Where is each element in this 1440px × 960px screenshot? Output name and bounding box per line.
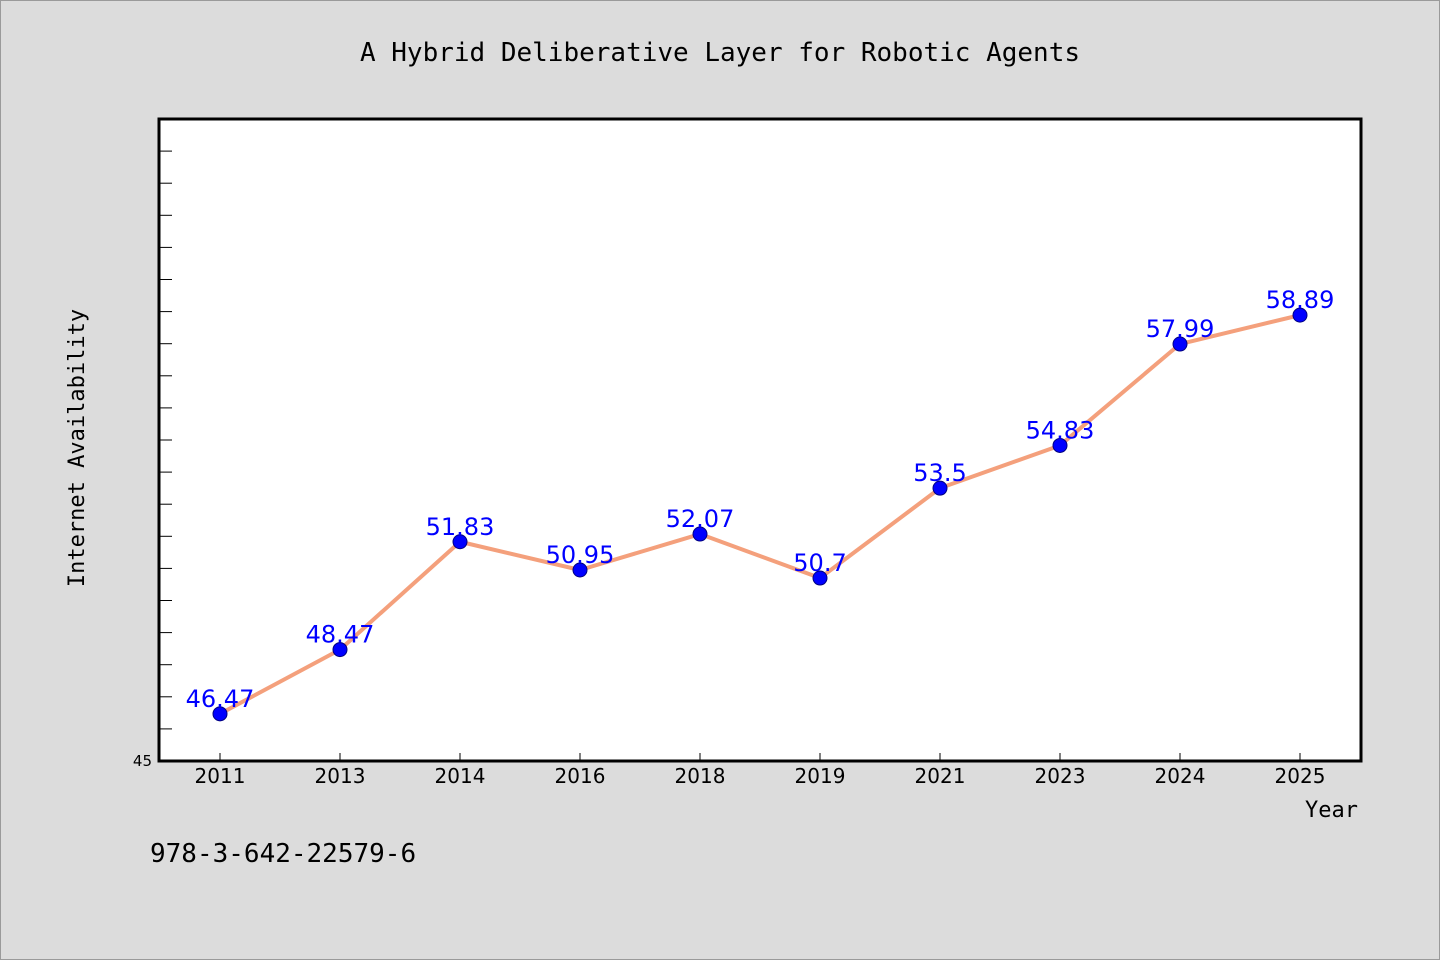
data-label: 58.89 bbox=[1266, 286, 1335, 314]
data-label: 48.47 bbox=[306, 621, 375, 649]
x-tick-label: 2023 bbox=[1035, 764, 1086, 788]
data-point bbox=[1172, 336, 1188, 352]
data-label: 52.07 bbox=[666, 505, 735, 533]
x-tick-label: 2025 bbox=[1275, 764, 1326, 788]
data-point bbox=[1052, 437, 1068, 453]
data-label: 53.5 bbox=[913, 459, 966, 487]
data-point bbox=[812, 570, 828, 586]
x-tick-label: 2014 bbox=[435, 764, 486, 788]
data-point bbox=[1292, 307, 1308, 323]
x-tick-label: 2019 bbox=[795, 764, 846, 788]
data-label: 50.95 bbox=[546, 541, 615, 569]
data-point bbox=[452, 534, 468, 550]
axis-ticks bbox=[159, 150, 1301, 761]
data-label: 57.99 bbox=[1146, 315, 1215, 343]
data-point bbox=[932, 480, 948, 496]
x-tick-label: 2011 bbox=[195, 764, 246, 788]
x-tick-labels: 2011 2013 2014 2016 2018 2019 2021 2023 2024 2025 bbox=[195, 764, 1326, 788]
series-line bbox=[219, 313, 1301, 716]
y-axis-label: Internet Availability bbox=[65, 309, 90, 587]
footnote-isbn: 978-3-642-22579-6 bbox=[150, 839, 416, 869]
data-point bbox=[692, 526, 708, 542]
data-point bbox=[212, 706, 228, 722]
x-axis-label: Year bbox=[1305, 798, 1358, 823]
data-label: 54.83 bbox=[1026, 416, 1095, 444]
y-tick-label-min: 45 bbox=[133, 752, 152, 770]
x-tick-label: 2013 bbox=[315, 764, 366, 788]
chart-title: A Hybrid Deliberative Layer for Robotic … bbox=[360, 38, 1080, 68]
data-label: 50.7 bbox=[793, 549, 846, 577]
x-tick-label: 2021 bbox=[915, 764, 966, 788]
x-tick-label: 2024 bbox=[1155, 764, 1206, 788]
series-layer bbox=[212, 307, 1308, 722]
plot-area bbox=[157, 117, 1363, 763]
data-point bbox=[572, 562, 588, 578]
data-point bbox=[332, 642, 348, 658]
x-tick-label: 2016 bbox=[555, 764, 606, 788]
data-label: 46.47 bbox=[186, 685, 255, 713]
data-labels: 46.47 48.47 51.83 50.95 52.07 50.7 53.5 54.83 57… bbox=[186, 286, 1335, 713]
x-tick-label: 2018 bbox=[675, 764, 726, 788]
data-label: 51.83 bbox=[426, 513, 495, 541]
